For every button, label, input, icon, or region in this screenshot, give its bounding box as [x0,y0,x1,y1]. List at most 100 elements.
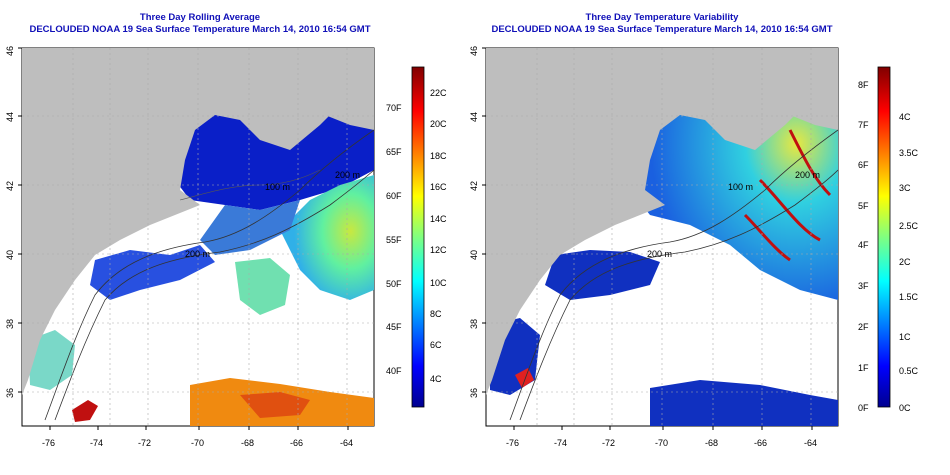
left-x-tick: -64 [340,438,353,448]
left-cb-c: 4C [430,374,442,384]
right-cb-c: 0C [899,403,911,413]
left-contour-label-1: 200 m [185,249,210,259]
right-colorbar-f-labels: 0F 1F 2F 3F 4F 5F 6F 7F 8F [858,80,869,413]
left-isobath-shelf [179,169,321,201]
right-contour-label-1: 200 m [647,249,672,259]
left-cb-f: 50F [386,279,402,289]
right-hot-spot [515,368,534,388]
right-cb-c: 1C [899,332,911,342]
left-x-tick: -66 [290,438,303,448]
right-contour-label-2: 100 m [728,182,753,192]
left-cb-c: 10C [430,278,447,288]
right-cb-f: 6F [858,160,869,170]
left-colorbar-f-labels: 40F 45F 50F 55F 60F 65F 70F [386,103,402,376]
left-cyan-patch [235,258,290,315]
right-map: 200 m 100 m 200 m -76 -74 -72 -70 -68 -6… [469,46,919,448]
left-x-tick: -76 [42,438,55,448]
left-map: 200 m 100 m 200 m -76 -74 -72 -70 -68 -6… [5,46,447,448]
left-hot-spot [72,400,98,422]
left-cb-f: 60F [386,191,402,201]
right-cb-c: 4C [899,112,911,122]
left-cb-f: 40F [386,366,402,376]
left-grid [22,48,374,426]
left-southern-patch [28,330,75,390]
right-y-tick: 44 [469,112,479,122]
right-x-tick: -74 [554,438,567,448]
right-cb-c: 2.5C [899,221,919,231]
left-y-tick: 38 [5,319,15,329]
left-cb-c: 14C [430,214,447,224]
right-cb-c: 2C [899,257,911,267]
left-x-tick: -68 [241,438,254,448]
left-y-tick: 42 [5,181,15,191]
left-gulfstream-hot [240,392,310,418]
right-low-variability-gulfstream [650,380,838,426]
left-contour-label-3: 200 m [335,170,360,180]
left-cb-f: 70F [386,103,402,113]
left-cb-c: 6C [430,340,442,350]
right-x-tick: -66 [754,438,767,448]
right-colorbar-c-labels: 0C 0.5C 1C 1.5C 2C 2.5C 3C 3.5C 4C [899,112,919,413]
left-title-line2: DECLOUDED NOAA 19 Sea Surface Temperatur… [29,24,371,35]
right-x-axis: -76 -74 -72 -70 -68 -66 -64 [506,426,817,448]
left-midshelf-water [200,200,300,255]
right-title-line1: Three Day Temperature Variability [585,12,739,23]
left-warm-water [280,175,374,300]
left-cb-f: 65F [386,147,402,157]
left-cb-f: 45F [386,322,402,332]
right-y-tick: 42 [469,181,479,191]
right-cb-f: 2F [858,322,869,332]
left-cb-c: 16C [430,182,447,192]
left-y-tick: 36 [5,388,15,398]
right-isobath-200m [519,169,838,421]
left-cb-c: 12C [430,245,447,255]
left-cb-f: 55F [386,235,402,245]
left-x-axis: -76 -74 -72 -70 -68 -66 -64 [42,426,353,448]
right-y-tick: 46 [469,46,479,56]
left-isobath-100m [44,129,374,421]
left-x-tick: -72 [138,438,151,448]
right-cb-c: 3C [899,183,911,193]
left-x-tick: -70 [191,438,204,448]
left-isobath-200m [54,169,374,421]
right-x-tick: -68 [705,438,718,448]
right-x-tick: -76 [506,438,519,448]
right-isobath-100m [509,129,838,421]
right-colorbar [877,66,891,408]
right-map-title: Three Day Temperature Variability DECLOU… [472,12,852,36]
right-grid [486,48,838,426]
right-x-tick: -70 [655,438,668,448]
left-title-line1: Three Day Rolling Average [139,12,261,23]
right-y-tick: 36 [469,388,479,398]
right-cb-c: 3.5C [899,148,919,158]
right-y-tick: 40 [469,250,479,260]
left-x-tick: -74 [90,438,103,448]
right-contour-label-3: 200 m [795,170,820,180]
right-cb-f: 3F [858,281,869,291]
left-land-nova-scotia [300,60,374,130]
right-cb-f: 8F [858,80,869,90]
right-cb-f: 7F [858,120,869,130]
right-y-axis: 36 38 40 42 44 46 [469,46,486,398]
right-cb-f: 4F [858,240,869,250]
left-map-title: Three Day Rolling Average DECLOUDED NOAA… [10,12,390,36]
right-cb-c: 0.5C [899,366,919,376]
right-y-tick: 38 [469,319,479,329]
left-cb-c: 8C [430,309,442,319]
left-cb-c: 22C [430,88,447,98]
right-cb-f: 5F [858,201,869,211]
right-x-tick: -64 [804,438,817,448]
left-colorbar [411,66,425,408]
right-high-variability-streak [743,129,832,262]
right-land-nova-scotia [765,60,838,130]
right-cb-f: 1F [858,363,869,373]
right-cb-f: 0F [858,403,869,413]
left-y-tick: 40 [5,250,15,260]
right-title-line2: DECLOUDED NOAA 19 Sea Surface Temperatur… [491,24,833,35]
right-x-tick: -72 [602,438,615,448]
left-cb-c: 18C [430,151,447,161]
left-y-axis: 36 38 40 42 44 46 [5,46,22,398]
left-colorbar-c-labels: 4C 6C 8C 10C 12C 14C 16C 18C 20C 22C [430,88,447,384]
left-coastal-water [90,245,215,300]
